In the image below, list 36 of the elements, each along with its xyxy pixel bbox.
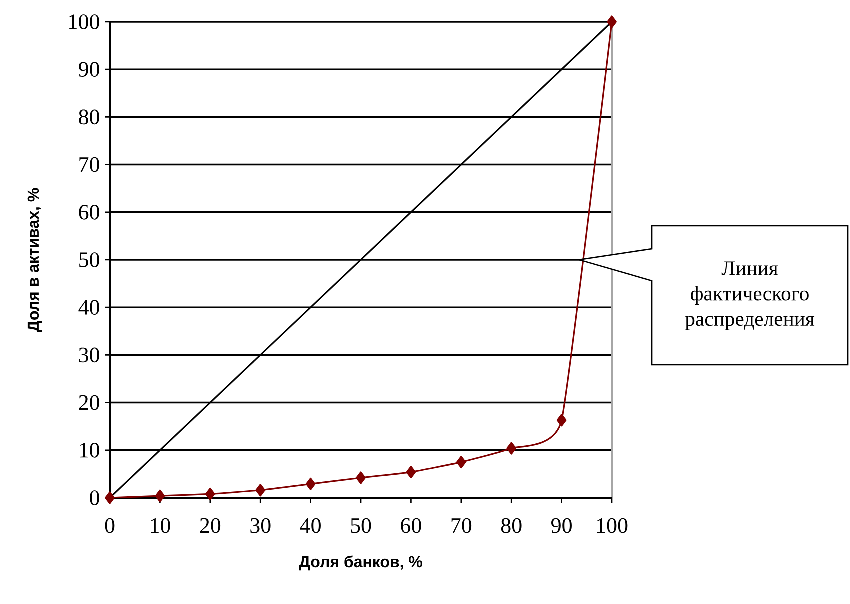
x-axis-title: Доля банков, %	[299, 556, 422, 571]
y-tick-label: 40	[78, 300, 100, 316]
point	[356, 472, 366, 484]
x-tick-label: 90	[552, 518, 572, 534]
y-tick-label: 100	[69, 14, 100, 30]
y-tick-label: 90	[79, 62, 100, 78]
x-tick-label: 100	[597, 518, 628, 534]
x-tick-label: 10	[151, 518, 170, 534]
point	[556, 414, 567, 427]
y-tick-label: 50	[80, 252, 100, 268]
point	[406, 466, 416, 479]
point	[256, 484, 266, 497]
y-tick-label: 30	[79, 348, 100, 363]
point	[205, 488, 216, 500]
x-tick-label: 0	[105, 518, 115, 534]
x-tick-label: 20	[200, 518, 221, 534]
y-axis-title: Доля в активах, %	[28, 188, 42, 332]
point	[105, 492, 115, 504]
x-tick-label: 50	[351, 518, 372, 534]
x-tick-label: 80	[501, 518, 522, 534]
point	[155, 490, 166, 502]
point	[456, 456, 466, 469]
y-tick-label: 0	[90, 490, 100, 506]
y-tick-label: 20	[79, 395, 100, 410]
y-tick-label: 10	[80, 442, 100, 458]
text: Линия фактического распределения	[685, 262, 815, 330]
x-tick-label: 40	[300, 518, 321, 534]
point	[506, 442, 517, 455]
x-tick-label: 70	[452, 518, 472, 534]
point	[306, 478, 316, 490]
point	[607, 16, 617, 28]
x-tick-label: 60	[401, 518, 422, 534]
x-tick-label: 30	[250, 518, 271, 534]
y-tick-label: 60	[79, 204, 100, 220]
y-tick-label: 80	[79, 110, 100, 125]
y-tick-label: 70	[80, 157, 100, 172]
